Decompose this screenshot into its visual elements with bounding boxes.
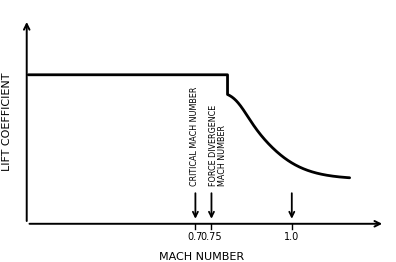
Text: MACH NUMBER: MACH NUMBER bbox=[217, 125, 227, 186]
Text: LIFT COEFFICIENT: LIFT COEFFICIENT bbox=[2, 72, 12, 171]
Text: CRITICAL MACH NUMBER: CRITICAL MACH NUMBER bbox=[190, 87, 199, 186]
Text: 0.7: 0.7 bbox=[188, 232, 203, 242]
Text: MACH NUMBER: MACH NUMBER bbox=[159, 252, 244, 261]
Text: 0.75: 0.75 bbox=[201, 232, 222, 242]
Text: 1.0: 1.0 bbox=[284, 232, 299, 242]
Text: FORCE DIVERGENCE: FORCE DIVERGENCE bbox=[209, 105, 217, 186]
